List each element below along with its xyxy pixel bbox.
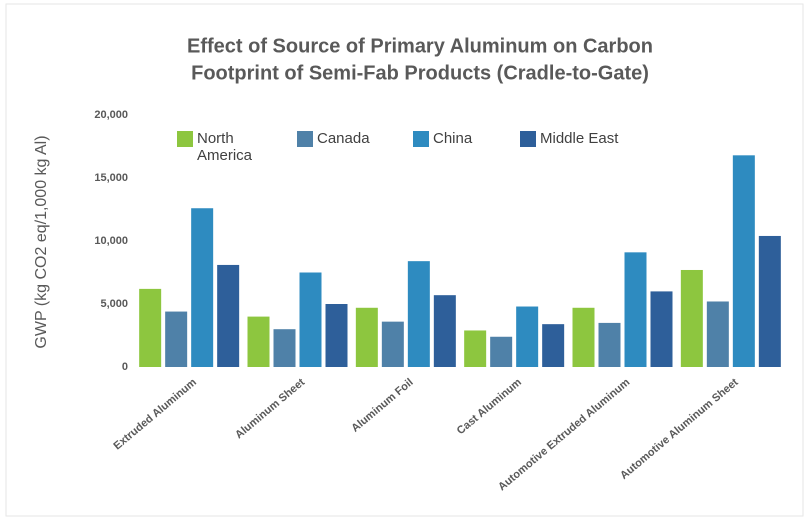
bar: [407, 261, 430, 367]
legend-swatch: [177, 131, 193, 147]
bar: [299, 272, 322, 367]
legend-label: China: [433, 130, 473, 147]
bar: [433, 295, 456, 367]
y-tick-label: 5,000: [100, 298, 128, 310]
y-tick-label: 15,000: [94, 172, 128, 184]
bar: [490, 336, 513, 367]
legend-label: Middle East: [540, 130, 619, 147]
legend-label: North America: [197, 130, 253, 164]
chart-frame: [5, 3, 804, 517]
y-tick-label: 0: [122, 361, 128, 373]
bar: [732, 155, 755, 367]
bar: [680, 269, 703, 367]
bar: [516, 306, 539, 367]
bar: [165, 311, 188, 367]
bar: [464, 330, 487, 367]
chart-title: Effect of Source of Primary Aluminum on …: [187, 35, 653, 57]
bar: [758, 235, 781, 367]
legend-swatch: [413, 131, 429, 147]
y-axis-label: GWP (kg CO2 eq/1,000 kg Al): [33, 135, 50, 348]
bar: [217, 264, 240, 367]
y-tick-label: 10,000: [94, 235, 128, 247]
bar: [598, 322, 621, 367]
bar: [355, 307, 378, 367]
legend-swatch: [520, 131, 536, 147]
bar: [572, 307, 595, 367]
bar: [325, 304, 348, 367]
y-tick-label: 20,000: [94, 109, 128, 121]
bar: [624, 252, 647, 367]
bar: [247, 316, 270, 367]
bar: [542, 324, 565, 367]
bar: [139, 288, 162, 367]
chart-title: Footprint of Semi-Fab Products (Cradle-t…: [191, 62, 649, 84]
bar: [191, 208, 214, 367]
legend-label: Canada: [317, 130, 370, 147]
bar: [381, 321, 404, 367]
legend-swatch: [297, 131, 313, 147]
bar: [650, 291, 673, 367]
bar: [706, 301, 729, 367]
bar: [273, 329, 296, 367]
